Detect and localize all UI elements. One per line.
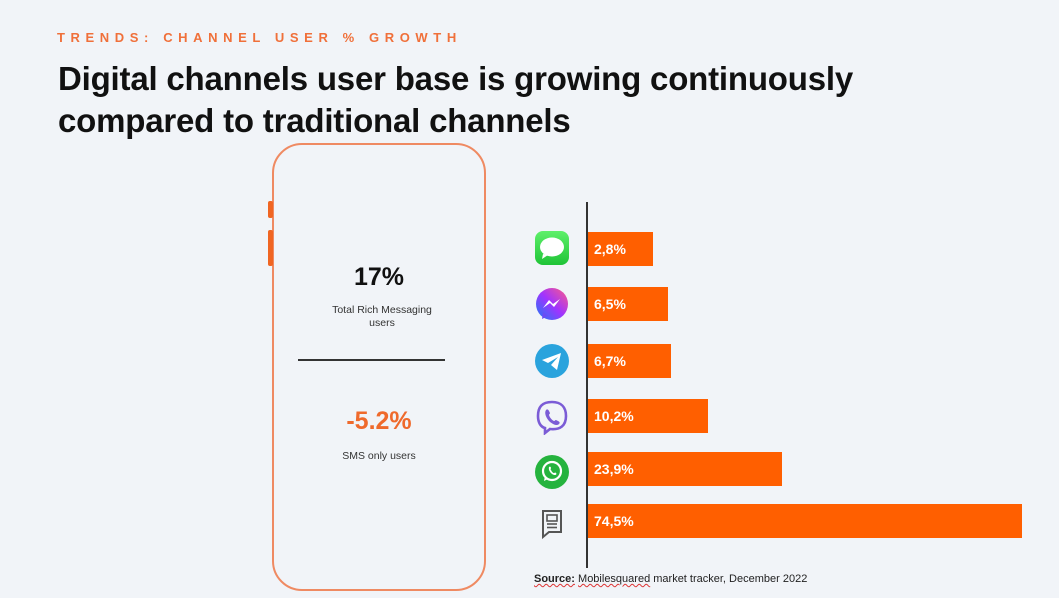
bar-telegram: 6,7% bbox=[588, 344, 671, 378]
page-title: Digital channels user base is growing co… bbox=[58, 60, 853, 139]
phone-outline bbox=[272, 143, 486, 591]
rich-messaging-label: Total Rich Messaging users bbox=[332, 304, 432, 329]
sms-only-value: -5.2% bbox=[346, 407, 412, 435]
section-kicker: TRENDS: CHANNEL USER % GROWTH bbox=[57, 30, 462, 45]
viber-icon bbox=[536, 400, 568, 435]
bar-value-label: 74,5% bbox=[594, 513, 634, 529]
bar-imessage: 2,8% bbox=[588, 232, 653, 266]
bar-value-label: 6,7% bbox=[594, 353, 626, 369]
phone-side-button bbox=[268, 201, 273, 218]
messenger-icon bbox=[536, 288, 568, 320]
bar-sms: 74,5% bbox=[588, 504, 1022, 538]
source-word: Mobilesquared bbox=[578, 573, 651, 585]
whatsapp-icon bbox=[535, 455, 569, 489]
bar-messenger: 6,5% bbox=[588, 287, 668, 321]
phone-side-button bbox=[268, 230, 273, 266]
telegram-icon bbox=[535, 344, 569, 378]
bar-value-label: 23,9% bbox=[594, 461, 634, 477]
bar-value-label: 10,2% bbox=[594, 408, 634, 424]
source-label: Source: bbox=[534, 573, 575, 585]
chart-axis bbox=[586, 202, 588, 568]
bar-whatsapp: 23,9% bbox=[588, 452, 782, 486]
source-note: Source: Mobilesquared market tracker, De… bbox=[534, 573, 807, 585]
rich-messaging-value: 17% bbox=[353, 263, 405, 291]
bar-value-label: 6,5% bbox=[594, 296, 626, 312]
source-text: market tracker, December 2022 bbox=[650, 573, 808, 585]
imessage-icon bbox=[535, 231, 569, 265]
sms-icon bbox=[542, 510, 562, 540]
bar-viber: 10,2% bbox=[588, 399, 708, 433]
sms-only-label: SMS only users bbox=[342, 450, 416, 462]
bar-value-label: 2,8% bbox=[594, 241, 626, 257]
divider bbox=[298, 359, 445, 361]
